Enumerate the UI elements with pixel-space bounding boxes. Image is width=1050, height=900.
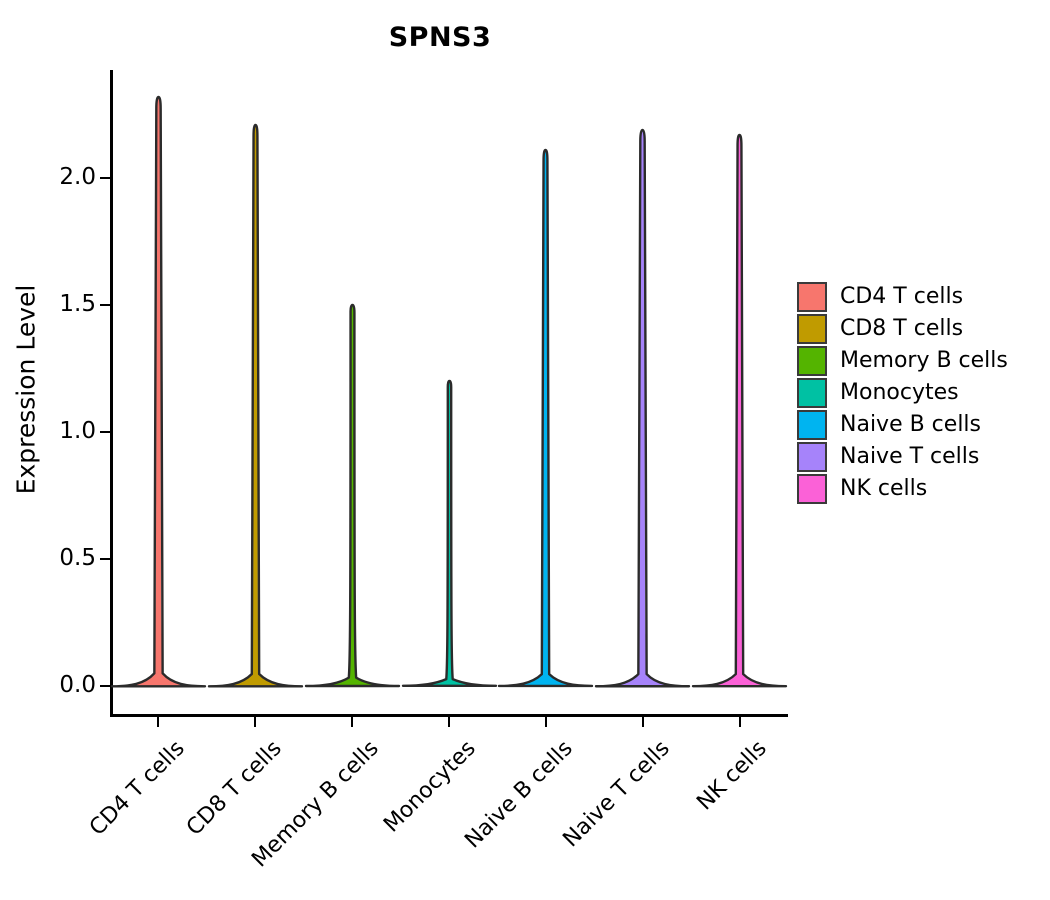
y-axis-tick-labels: 0.0 0.5 1.0 1.5 2.0 xyxy=(24,0,96,900)
y-axis-title: Expression Level xyxy=(11,284,41,495)
legend-color-swatch xyxy=(797,346,827,376)
legend-item-label: CD8 T cells xyxy=(840,316,964,341)
legend-item[interactable]: Monocytes xyxy=(797,377,1008,409)
legend-item[interactable]: Memory B cells xyxy=(797,345,1008,377)
y-tick-label: 0.0 xyxy=(59,672,96,698)
legend-color-swatch xyxy=(797,314,827,344)
violin-shape xyxy=(401,379,497,688)
legend-item-label: NK cells xyxy=(840,476,928,501)
legend-item-label: Monocytes xyxy=(840,380,959,405)
y-tick-label: 1.5 xyxy=(59,291,96,317)
legend-color-swatch xyxy=(797,474,827,504)
page-title: SPNS3 xyxy=(388,22,492,53)
x-tick-mark xyxy=(738,717,741,727)
legend-item-label: CD4 T cells xyxy=(840,284,964,309)
x-tick-mark xyxy=(157,717,160,727)
x-tick-mark xyxy=(641,717,644,727)
legend-item[interactable]: CD4 T cells xyxy=(797,281,1008,313)
y-tick-label: 2.0 xyxy=(59,164,96,190)
violin-shape xyxy=(110,95,207,688)
legend-item[interactable]: Naive T cells xyxy=(797,441,1008,473)
legend-item-label: Naive T cells xyxy=(840,444,980,469)
y-axis-spine xyxy=(110,70,113,717)
y-tick-mark xyxy=(100,431,110,433)
legend: CD4 T cells CD8 T cells Memory B cells Mono… xyxy=(797,281,1008,505)
violin-shape xyxy=(498,148,594,688)
x-axis-spine xyxy=(110,714,788,717)
x-tick-mark xyxy=(351,717,354,727)
legend-color-swatch xyxy=(797,442,827,472)
y-tick-mark xyxy=(100,177,110,179)
x-tick-mark xyxy=(544,717,547,727)
y-tick-label: 1.0 xyxy=(59,418,96,444)
y-tick-label: 0.5 xyxy=(59,545,96,571)
x-tick-mark xyxy=(254,717,257,727)
x-tick-mark xyxy=(448,717,450,727)
legend-color-swatch xyxy=(797,378,827,408)
legend-item[interactable]: Naive B cells xyxy=(797,409,1008,441)
y-tick-mark xyxy=(100,558,110,560)
violin-shape xyxy=(595,128,691,688)
legend-item-label: Memory B cells xyxy=(840,348,1008,373)
legend-item[interactable]: NK cells xyxy=(797,473,1008,505)
violin-shape xyxy=(304,303,400,688)
legend-item[interactable]: CD8 T cells xyxy=(797,313,1008,345)
y-tick-mark xyxy=(100,685,110,687)
legend-color-swatch xyxy=(797,410,827,440)
legend-item-label: Naive B cells xyxy=(840,412,982,437)
violin-shape xyxy=(691,133,788,688)
violin-shape xyxy=(207,123,303,688)
y-tick-mark xyxy=(100,304,110,306)
legend-color-swatch xyxy=(797,282,827,312)
